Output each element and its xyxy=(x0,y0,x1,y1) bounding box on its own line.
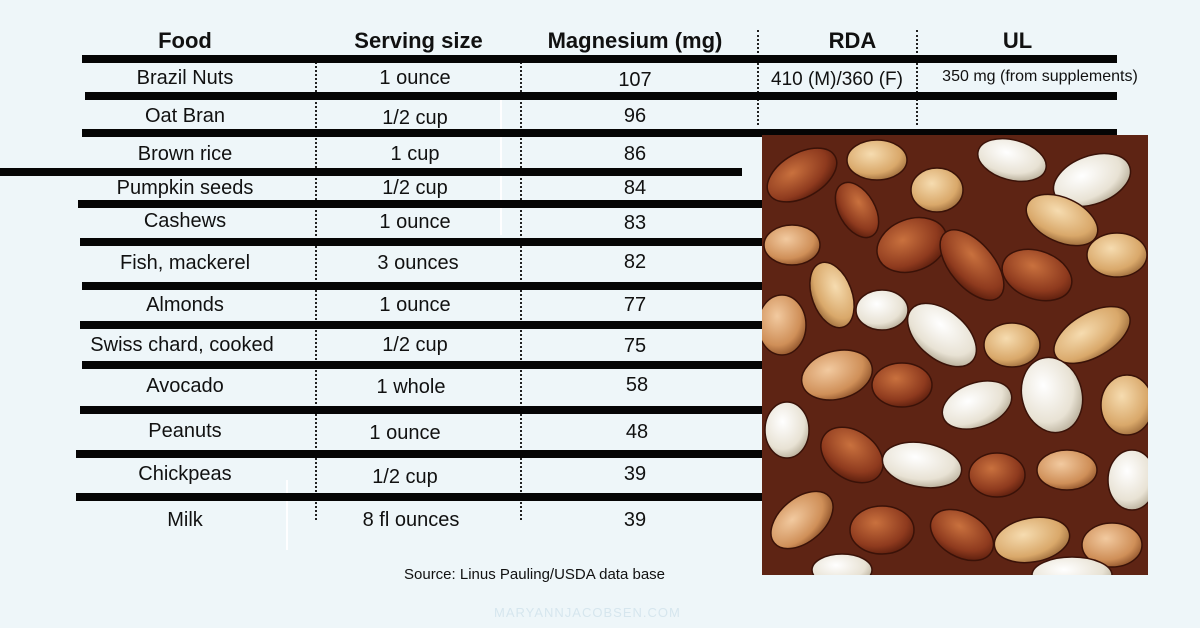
cell-serving: 1 whole xyxy=(376,376,446,398)
cell-magnesium: 82 xyxy=(623,251,647,273)
cell-magnesium: 39 xyxy=(623,509,647,531)
cell-food: Brown rice xyxy=(137,143,233,165)
row-rule xyxy=(82,282,762,290)
cell-rda: 410 (M)/360 (F) xyxy=(771,69,903,90)
cell-food: Cashews xyxy=(143,210,227,232)
column-divider xyxy=(916,30,918,125)
row-rule xyxy=(78,200,762,208)
cell-food: Pumpkin seeds xyxy=(116,177,254,199)
cell-magnesium: 77 xyxy=(623,294,647,316)
mixed-nuts-photo xyxy=(762,135,1148,575)
row-rule xyxy=(0,168,742,176)
cell-serving: 8 fl ounces xyxy=(362,509,460,531)
cell-magnesium: 39 xyxy=(623,463,647,485)
cell-food: Swiss chard, cooked xyxy=(90,334,274,356)
row-rule xyxy=(76,493,762,501)
cell-food: Chickpeas xyxy=(138,463,232,485)
cell-serving: 1 cup xyxy=(390,143,440,165)
cell-serving: 1 ounce xyxy=(369,422,441,444)
cell-food: Fish, mackerel xyxy=(119,252,251,274)
row-rule xyxy=(76,450,762,458)
row-rule xyxy=(85,92,1117,100)
row-rule xyxy=(82,129,1117,137)
column-divider xyxy=(315,62,317,520)
cell-magnesium: 96 xyxy=(623,105,647,127)
row-rule xyxy=(82,55,1117,63)
cell-serving: 1/2 cup xyxy=(382,107,448,129)
cell-food: Oat Bran xyxy=(144,105,226,127)
cell-magnesium: 84 xyxy=(623,177,647,199)
cell-food: Almonds xyxy=(146,294,224,316)
source-note: Source: Linus Pauling/USDA data base xyxy=(404,566,665,583)
cell-food: Peanuts xyxy=(148,420,222,442)
cell-serving: 1 ounce xyxy=(379,294,451,316)
header-food: Food xyxy=(158,28,212,53)
header-magnesium: Magnesium (mg) xyxy=(547,28,723,53)
cell-magnesium: 48 xyxy=(625,421,649,443)
header-rda: RDA xyxy=(828,28,877,53)
cell-magnesium: 83 xyxy=(623,212,647,234)
row-rule xyxy=(80,238,762,246)
row-rule xyxy=(80,406,762,414)
cell-serving: 1 ounce xyxy=(379,67,451,89)
column-divider xyxy=(520,62,522,520)
header-ul: UL xyxy=(1002,28,1033,53)
row-rule xyxy=(80,321,762,329)
column-divider xyxy=(757,30,759,125)
cell-ul: 350 mg (from supplements) xyxy=(942,68,1138,85)
cell-food: Brazil Nuts xyxy=(136,67,234,89)
header-serving-size: Serving size xyxy=(354,28,483,53)
cell-serving: 1/2 cup xyxy=(372,466,438,488)
cell-food: Milk xyxy=(167,509,203,531)
faint-divider xyxy=(500,100,502,235)
cell-serving: 1 ounce xyxy=(379,211,451,233)
row-rule xyxy=(82,361,762,369)
cell-magnesium: 86 xyxy=(623,143,647,165)
cell-food: Avocado xyxy=(146,375,224,397)
cell-serving: 1/2 cup xyxy=(382,334,448,356)
cell-serving: 3 ounces xyxy=(377,252,459,274)
cell-magnesium: 58 xyxy=(625,374,649,396)
watermark: MARYANNJACOBSEN.COM xyxy=(494,605,681,620)
faint-divider xyxy=(286,480,288,550)
cell-magnesium: 107 xyxy=(618,69,652,91)
cell-serving: 1/2 cup xyxy=(382,177,448,199)
cell-magnesium: 75 xyxy=(623,335,647,357)
